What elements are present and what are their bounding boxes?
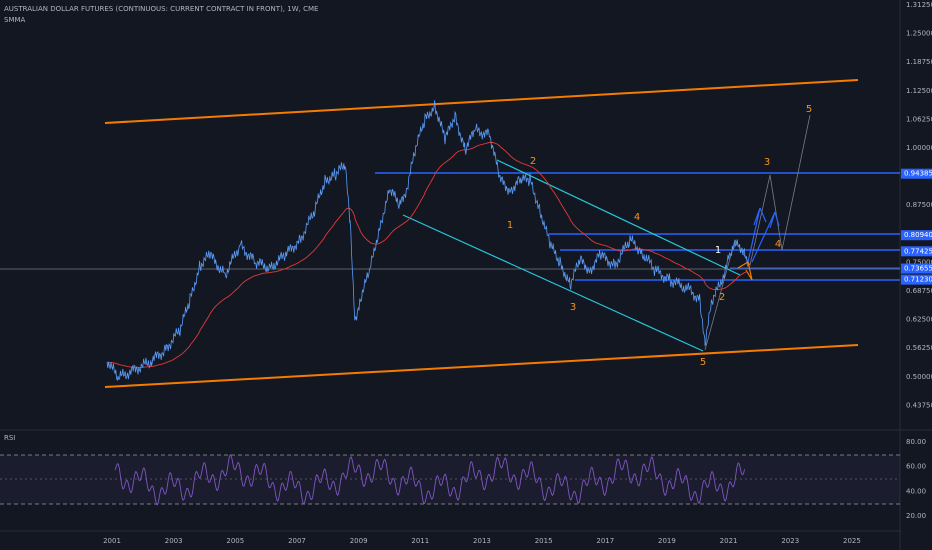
rsi-label: 60.00 (906, 463, 926, 471)
wave-label: 1 (507, 220, 513, 231)
price-label: 1.12500 (906, 87, 932, 95)
time-label: 2003 (165, 537, 183, 545)
wave-label: 1 (715, 245, 721, 256)
rsi-title: RSI (4, 434, 15, 442)
wave-label: 3 (570, 302, 576, 313)
indicator-label: SMMA (4, 16, 26, 24)
time-label: 2009 (350, 537, 368, 545)
price-label: 1.06250 (906, 115, 932, 123)
time-label: 2017 (596, 537, 614, 545)
rsi-label: 40.00 (906, 487, 926, 495)
time-label: 2005 (226, 537, 244, 545)
wave-label: 4 (634, 212, 640, 223)
price-label: 1.25000 (906, 30, 932, 38)
time-label: 2011 (411, 537, 429, 545)
time-label: 2015 (535, 537, 553, 545)
time-label: 2025 (843, 537, 861, 545)
channel-line (104, 344, 859, 388)
chart-title: AUSTRALIAN DOLLAR FUTURES (CONTINUOUS: C… (4, 5, 318, 13)
price-badge-label: 0.73655 (904, 265, 932, 273)
time-label: 2019 (658, 537, 676, 545)
wave-label: 4 (775, 239, 781, 250)
wave-label: 5 (700, 357, 706, 368)
price-badge (901, 263, 932, 274)
price-badge-label: 0.77425 (904, 247, 932, 255)
price-badge (901, 246, 932, 257)
wave-label: 5 (806, 104, 812, 115)
time-label: 2007 (288, 537, 306, 545)
price-badge-label: 0.80940 (904, 231, 932, 239)
time-label: 2023 (781, 537, 799, 545)
rsi-label: 80.00 (906, 438, 926, 446)
price-badge (901, 230, 932, 241)
price-label: 1.31250 (906, 1, 932, 9)
price-series (106, 100, 748, 382)
projection-line (704, 114, 811, 351)
time-label: 2021 (720, 537, 738, 545)
channel-line (104, 79, 859, 124)
price-label: 1.18750 (906, 58, 932, 66)
price-badge-label: 0.71230 (904, 276, 932, 284)
time-label: 2013 (473, 537, 491, 545)
rsi-line (114, 454, 746, 506)
wave-label: 2 (719, 292, 725, 303)
rsi-label: 20.00 (906, 512, 926, 520)
projection-arrow (747, 207, 780, 263)
trend-line (402, 214, 704, 352)
wave-label: 3 (764, 157, 770, 168)
wave-label: 2 (530, 156, 536, 167)
smma-line (106, 141, 748, 368)
projection-arrow (737, 261, 753, 281)
price-badge-label: 0.94385 (904, 170, 932, 178)
time-label: 2001 (103, 537, 121, 545)
price-badge (901, 168, 932, 179)
price-badge (901, 274, 932, 285)
trend-line (496, 159, 741, 276)
